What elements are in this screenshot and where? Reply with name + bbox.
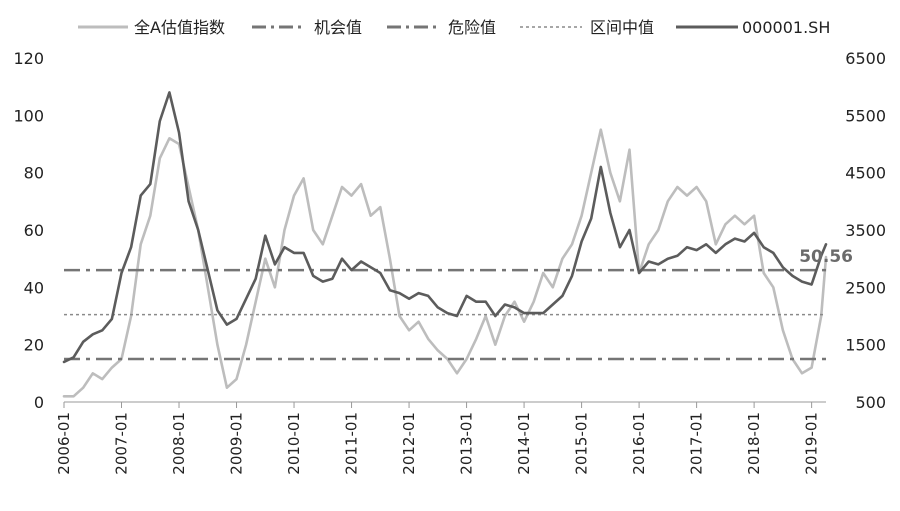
x-tick-label: 2017-01	[688, 412, 706, 475]
x-tick-label: 2009-01	[228, 412, 246, 475]
x-tick-label: 2016-01	[630, 412, 648, 475]
annotations: 50.56	[799, 247, 853, 267]
y-axis-right: 500 1500 2500 3500 4500 5500 6500	[845, 49, 886, 412]
plot-area	[62, 91, 828, 398]
x-tick-label: 2010-01	[285, 412, 303, 475]
x-tick-label: 2011-01	[343, 412, 361, 475]
legend-label-opportunity: 机会值	[314, 18, 362, 37]
y-right-tick-label: 5500	[845, 106, 886, 125]
y-right-tick-label: 500	[855, 393, 886, 412]
x-tick-label: 2008-01	[170, 412, 188, 475]
legend: 全A估值指数 机会值 危险值 区间中值 000001.SH	[78, 18, 830, 37]
y-right-tick-label: 1500	[845, 336, 886, 355]
y-right-tick-label: 6500	[845, 49, 886, 68]
x-axis: 2006-01 2007-01 2008-01 2009-01 2010-01 2011-…	[55, 401, 826, 475]
legend-label-valuation: 全A估值指数	[134, 18, 225, 37]
y-left-tick-label: 120	[13, 49, 44, 68]
x-tick-label: 2013-01	[458, 412, 476, 475]
x-tick-label: 2006-01	[55, 412, 73, 475]
y-left-tick-label: 40	[24, 278, 44, 297]
x-tick-label: 2007-01	[113, 412, 131, 475]
x-tick-label: 2019-01	[803, 412, 821, 475]
x-tick-label: 2014-01	[515, 412, 533, 475]
x-tick-label: 2018-01	[745, 412, 763, 475]
legend-label-danger: 危险值	[448, 18, 496, 37]
y-left-tick-label: 0	[34, 393, 44, 412]
y-left-tick-label: 20	[24, 336, 44, 355]
annotation-label: 50.56	[799, 247, 853, 267]
y-left-tick-label: 60	[24, 221, 44, 240]
y-left-tick-label: 100	[13, 106, 44, 125]
y-right-tick-label: 3500	[845, 221, 886, 240]
series-line-4	[62, 91, 828, 364]
y-left-tick-label: 80	[24, 164, 44, 183]
legend-label-index: 000001.SH	[742, 18, 830, 37]
legend-label-midrange: 区间中值	[590, 18, 654, 37]
y-right-tick-label: 2500	[845, 278, 886, 297]
y-axis-left: 0 20 40 60 80 100 120	[13, 49, 44, 412]
x-tick-label: 2015-01	[573, 412, 591, 475]
series-line-0	[62, 128, 828, 398]
x-tick-label: 2012-01	[400, 412, 418, 475]
y-right-tick-label: 4500	[845, 164, 886, 183]
